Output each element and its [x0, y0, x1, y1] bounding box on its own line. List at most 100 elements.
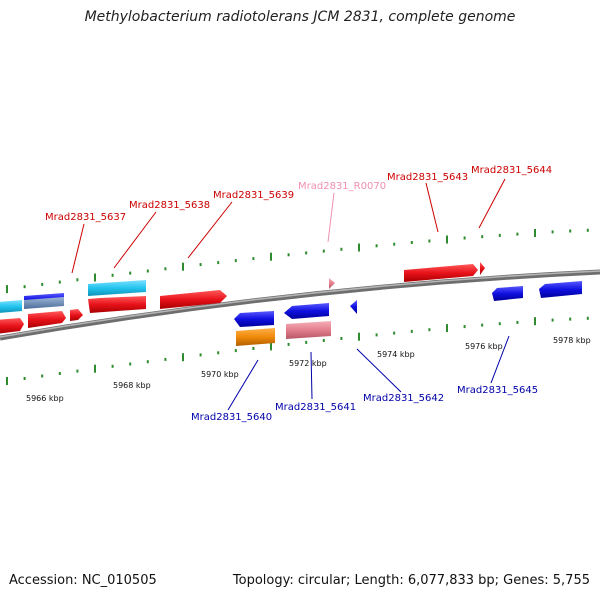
major-tick — [182, 262, 184, 271]
minor-tick — [41, 282, 44, 286]
minor-tick — [111, 273, 114, 277]
major-tick — [358, 243, 360, 252]
minor-tick — [252, 347, 255, 350]
minor-tick — [287, 253, 290, 257]
gene-arrow[interactable] — [350, 300, 357, 314]
major-tick — [270, 342, 272, 351]
gene-arrow[interactable] — [160, 290, 227, 309]
scale-label: 5978 kbp — [553, 336, 591, 345]
scale-label: 5974 kbp — [377, 350, 415, 359]
minor-tick — [217, 351, 220, 355]
minor-tick — [234, 259, 237, 263]
minor-tick — [340, 337, 343, 340]
major-tick — [94, 364, 96, 373]
minor-tick — [410, 241, 413, 244]
gene-arrow[interactable] — [88, 296, 146, 313]
gene-arrow[interactable] — [284, 303, 329, 319]
minor-tick — [463, 325, 466, 329]
scale-labels: 5966 kbp 5968 kbp 5970 kbp 5972 kbp 5974… — [26, 336, 591, 403]
scale-label: 5966 kbp — [26, 394, 64, 403]
minor-tick — [111, 364, 114, 368]
minor-tick — [199, 263, 202, 267]
gene-arrow[interactable] — [88, 280, 146, 296]
genome-title: Methylobacterium radiotolerans JCM 2831,… — [84, 9, 516, 25]
minor-tick — [199, 353, 202, 357]
minor-tick — [41, 374, 44, 378]
upper-tick-row — [6, 228, 589, 294]
minor-tick — [305, 251, 308, 255]
minor-tick — [217, 261, 220, 265]
gene-label[interactable]: Mrad2831_5644 — [471, 165, 552, 176]
major-tick — [446, 324, 448, 333]
gene-arrow[interactable] — [286, 321, 331, 339]
major-tick — [6, 285, 8, 294]
minor-tick — [164, 357, 167, 361]
scale-label: 5968 kbp — [113, 381, 151, 390]
scale-label: 5972 kbp — [289, 359, 327, 368]
gene-label[interactable]: Mrad2831_5641 — [275, 402, 356, 413]
scale-label: 5970 kbp — [201, 370, 239, 379]
minor-tick — [340, 247, 343, 251]
genome-axis-highlight — [0, 270, 600, 338]
minor-tick — [516, 232, 519, 236]
minor-tick — [586, 228, 589, 232]
minor-tick — [375, 333, 378, 337]
scale-label: 5976 kbp — [465, 342, 503, 351]
gene-arrow[interactable] — [234, 311, 274, 327]
gene-label[interactable]: Mrad2831_5638 — [129, 200, 210, 211]
minor-tick — [76, 278, 79, 282]
gene-arrow[interactable] — [28, 311, 66, 328]
minor-tick — [129, 271, 132, 275]
major-tick — [94, 273, 96, 282]
minor-tick — [569, 317, 572, 321]
minor-tick — [375, 244, 378, 248]
gene-label[interactable]: Mrad2831_5640 — [191, 412, 272, 423]
minor-tick — [498, 322, 501, 326]
gene-arrow[interactable] — [236, 328, 275, 346]
forward-strand-genes — [0, 262, 485, 334]
minor-tick — [76, 369, 79, 373]
gene-arrow[interactable] — [24, 293, 64, 309]
minor-tick — [481, 323, 484, 327]
gene-label[interactable]: Mrad2831_5637 — [45, 212, 126, 223]
genome-axis — [0, 269, 600, 341]
gene-arrow[interactable] — [0, 318, 24, 334]
minor-tick — [463, 236, 466, 240]
minor-tick — [322, 249, 325, 253]
minor-tick — [393, 331, 396, 335]
minor-tick — [146, 360, 149, 364]
accession-text: Accession: NC_010505 — [9, 573, 157, 588]
minor-tick — [551, 230, 554, 234]
gene-label[interactable]: Mrad2831_R0070 — [298, 181, 386, 192]
minor-tick — [58, 280, 61, 284]
reverse-strand-genes — [234, 281, 582, 346]
gene-arrow[interactable] — [0, 300, 22, 313]
gene-label[interactable]: Mrad2831_5639 — [213, 190, 294, 201]
minor-tick — [516, 320, 519, 324]
gene-arrow[interactable] — [492, 286, 523, 301]
gene-arrow[interactable] — [404, 264, 478, 282]
minor-tick — [234, 349, 237, 353]
minor-tick — [428, 239, 431, 243]
minor-tick — [551, 318, 554, 322]
gene-label[interactable]: Mrad2831_5645 — [457, 385, 538, 396]
gene-arrow[interactable] — [329, 278, 335, 289]
gene-label[interactable]: Mrad2831_5643 — [387, 172, 468, 183]
lower-tick-row — [6, 316, 589, 385]
gene-arrow[interactable] — [70, 309, 83, 321]
minor-tick — [322, 339, 325, 342]
gene-label[interactable]: Mrad2831_5642 — [363, 393, 444, 404]
minor-tick — [305, 340, 308, 344]
minor-tick — [146, 269, 149, 273]
minor-tick — [287, 342, 290, 346]
minor-tick — [23, 285, 26, 289]
minor-tick — [164, 267, 167, 271]
minor-tick — [410, 329, 413, 333]
gene-arrow[interactable] — [539, 281, 582, 298]
minor-tick — [481, 235, 484, 239]
major-tick — [182, 353, 184, 362]
gene-arrow[interactable] — [480, 262, 485, 275]
major-tick — [6, 377, 8, 385]
